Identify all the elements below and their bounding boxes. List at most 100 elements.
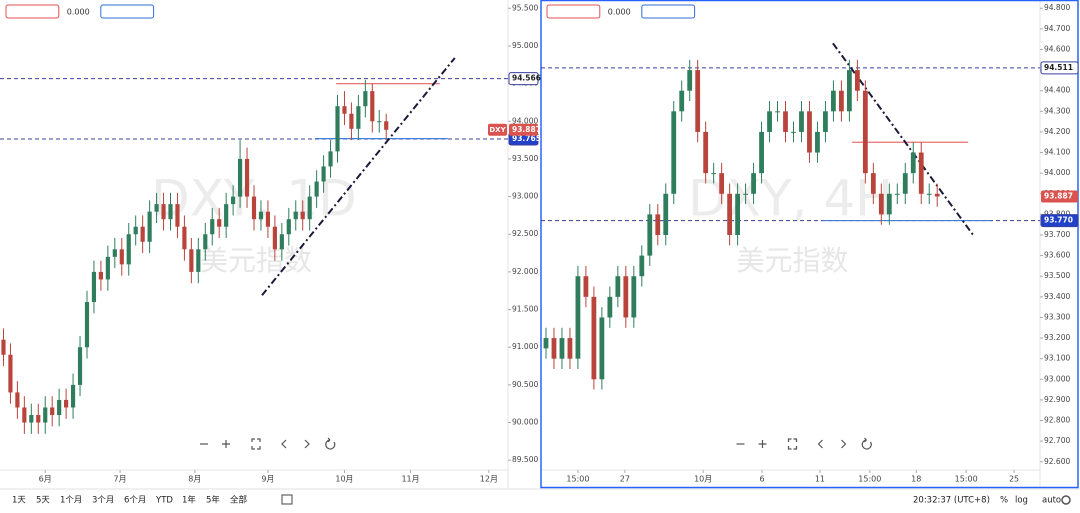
current-price-tag xyxy=(1041,190,1078,203)
candle-body xyxy=(258,211,264,220)
candle-body xyxy=(349,113,354,129)
candle-body xyxy=(175,204,180,227)
legend-value: 0.000 xyxy=(67,8,90,17)
watermark-title: DXY, 4H xyxy=(688,170,893,228)
scale-option[interactable]: log xyxy=(1015,496,1028,506)
reset-button[interactable] xyxy=(787,438,798,450)
legend-value: 0.000 xyxy=(608,8,631,17)
y-tick-label: 94.000 xyxy=(512,116,538,125)
candle-body xyxy=(823,111,828,132)
reset-button[interactable] xyxy=(251,438,261,450)
y-tick-label: 93.600 xyxy=(1044,251,1070,260)
scroll-right-button[interactable] xyxy=(841,439,847,449)
candle-body xyxy=(335,106,340,152)
range-button[interactable]: 6个月 xyxy=(124,496,146,506)
range-button[interactable]: 1个月 xyxy=(60,496,82,506)
scroll-left-button[interactable] xyxy=(817,439,823,449)
range-button[interactable]: 1年 xyxy=(182,495,196,506)
x-tick-label: 6月 xyxy=(39,475,52,484)
y-tick-label: 93.100 xyxy=(1044,354,1070,363)
candle-body xyxy=(231,196,236,205)
candle-body xyxy=(926,193,932,195)
candle-body xyxy=(599,317,605,380)
candle-body xyxy=(105,256,110,280)
candle-body xyxy=(727,193,733,235)
scale-option[interactable]: % xyxy=(1000,496,1008,506)
y-tick-label: 90.500 xyxy=(512,380,538,389)
range-button[interactable]: 5年 xyxy=(206,495,220,506)
candle-body xyxy=(293,211,298,220)
candle-body xyxy=(591,296,597,380)
zoom-in-button[interactable] xyxy=(222,440,230,448)
scale-option[interactable]: auto xyxy=(1042,496,1061,506)
y-tick-label: 94.000 xyxy=(1044,168,1070,177)
candle-body xyxy=(15,392,20,408)
y-tick-label: 92.800 xyxy=(1044,416,1070,425)
candle-body xyxy=(687,70,693,91)
price-tag xyxy=(1040,61,1079,75)
scroll-right-button[interactable] xyxy=(304,439,310,449)
zoom-in-button[interactable] xyxy=(758,440,767,448)
candle-body xyxy=(695,70,701,132)
symbol-tag xyxy=(488,123,507,136)
y-tick-label: 93.300 xyxy=(1044,312,1070,321)
candle-body xyxy=(1,339,6,355)
symbol-label: DXY xyxy=(489,126,506,134)
candle-body xyxy=(703,131,709,174)
x-tick-label: 15:00 xyxy=(955,475,978,484)
x-tick-label: 10月 xyxy=(694,475,712,484)
candle-body xyxy=(719,173,725,194)
refresh-button[interactable] xyxy=(325,437,336,450)
y-tick-label: 94.600 xyxy=(1044,44,1070,53)
y-tick-label: 91.000 xyxy=(512,342,538,351)
candle-body xyxy=(328,151,333,167)
candle-body xyxy=(265,211,271,227)
candle-body xyxy=(607,296,613,318)
candle-body xyxy=(862,90,868,174)
candle-body xyxy=(370,91,375,122)
candle-body xyxy=(663,193,669,235)
range-button[interactable]: 5天 xyxy=(36,496,50,506)
candle-body xyxy=(147,211,152,242)
range-button[interactable]: 3个月 xyxy=(92,496,114,506)
settings-button[interactable] xyxy=(1061,495,1071,505)
date-range-button[interactable] xyxy=(281,494,293,505)
y-tick-label: 93.000 xyxy=(512,192,538,201)
price-tag-label: 93.765 xyxy=(512,134,541,143)
candle-body xyxy=(189,249,194,272)
candle-body xyxy=(168,204,173,220)
watermark-subtitle: 美元指数 xyxy=(200,244,312,277)
candle-body xyxy=(815,131,820,153)
scroll-left-button[interactable] xyxy=(281,439,287,449)
candle-body xyxy=(251,196,257,220)
x-tick-label: 27 xyxy=(620,475,630,484)
candle-body xyxy=(759,131,764,174)
y-tick-label: 93.000 xyxy=(1044,374,1070,383)
range-button[interactable]: 1天 xyxy=(12,496,26,506)
y-tick-label: 93.500 xyxy=(512,154,538,163)
candle-body xyxy=(43,407,48,423)
candle-body xyxy=(279,234,284,250)
candle-body xyxy=(854,70,860,91)
refresh-button[interactable] xyxy=(861,437,872,450)
price-tag xyxy=(1040,214,1079,228)
candle-body xyxy=(70,384,76,408)
candle-body xyxy=(286,219,291,235)
y-tick-label: 93.700 xyxy=(1044,230,1070,239)
candle-body xyxy=(29,415,34,423)
range-button[interactable]: 全部 xyxy=(230,495,248,506)
range-button[interactable]: YTD xyxy=(155,496,173,506)
current-price-tag xyxy=(509,123,538,136)
y-tick-label: 90.000 xyxy=(512,418,538,427)
y-tick-label: 89.500 xyxy=(512,455,538,464)
y-tick-label: 94.800 xyxy=(1044,3,1070,12)
candle-body xyxy=(902,173,908,194)
y-tick-label: 94.100 xyxy=(1044,148,1070,157)
candle-body xyxy=(615,276,621,297)
legend-box xyxy=(641,4,696,19)
candle-body xyxy=(119,249,124,265)
x-tick-label: 6 xyxy=(760,475,765,484)
x-tick-label: 9月 xyxy=(261,475,274,484)
candle-body xyxy=(583,276,589,297)
